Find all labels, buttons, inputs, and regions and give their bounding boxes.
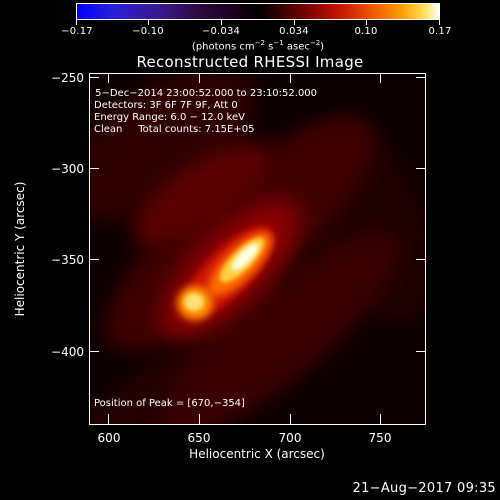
y-major-tick bbox=[89, 259, 99, 260]
colorbar-tick bbox=[294, 20, 295, 25]
x-tick-label: 700 bbox=[278, 431, 302, 445]
image-plot-area bbox=[89, 73, 426, 425]
energy-range-text: Energy Range: 6.0 − 12.0 keV bbox=[94, 112, 245, 123]
x-major-tick-top bbox=[290, 73, 291, 83]
colorbar-tick bbox=[439, 20, 440, 25]
y-tick-label: −250 bbox=[51, 71, 84, 85]
detectors-text: Detectors: 3F 6F 7F 9F, Att 0 bbox=[94, 100, 238, 111]
x-major-tick-top bbox=[380, 73, 381, 83]
x-major-tick-top bbox=[199, 73, 200, 83]
colorbar-units: (photons cm−2 s−1 asec−2) bbox=[191, 39, 325, 53]
y-major-tick-right bbox=[416, 77, 426, 78]
x-axis-label: Heliocentric X (arcsec) bbox=[189, 447, 325, 461]
colorbar bbox=[76, 3, 440, 20]
x-major-tick bbox=[290, 414, 291, 424]
y-major-tick-right bbox=[416, 168, 426, 169]
colorbar-tick-label: −0.034 bbox=[201, 26, 241, 37]
colorbar-tick-label: 0.10 bbox=[354, 26, 378, 37]
colorbar-tick-label: −0.10 bbox=[132, 26, 164, 37]
peak-position-text: Position of Peak = [670,−354] bbox=[94, 398, 245, 409]
clean-counts-text: Clean Total counts: 7.15E+05 bbox=[94, 124, 255, 135]
x-major-tick-top bbox=[108, 73, 109, 83]
x-tick-label: 750 bbox=[368, 431, 392, 445]
colorbar-tick-label: 0.17 bbox=[428, 26, 452, 37]
time-range-text: 5−Dec−2014 23:00:52.000 to 23:10:52.000 bbox=[92, 88, 318, 99]
y-tick-label: −350 bbox=[51, 253, 84, 267]
y-tick-label: −300 bbox=[51, 162, 84, 176]
y-major-tick-right bbox=[416, 259, 426, 260]
x-major-tick bbox=[108, 414, 109, 424]
plot-timestamp: 21−Aug−2017 09:35 bbox=[352, 481, 496, 496]
image-title: Reconstructed RHESSI Image bbox=[136, 53, 364, 71]
y-major-tick bbox=[89, 351, 99, 352]
rhessi-image bbox=[90, 74, 425, 424]
colorbar-tick bbox=[148, 20, 149, 25]
colorbar-tick bbox=[221, 20, 222, 25]
y-major-tick bbox=[89, 77, 99, 78]
colorbar-tick bbox=[76, 20, 77, 25]
x-tick-label: 650 bbox=[187, 431, 211, 445]
y-tick-label: −400 bbox=[51, 345, 84, 359]
colorbar-tick bbox=[366, 20, 367, 25]
colorbar-tick-label: −0.17 bbox=[61, 26, 93, 37]
x-major-tick bbox=[380, 414, 381, 424]
x-major-tick bbox=[199, 414, 200, 424]
y-major-tick bbox=[89, 168, 99, 169]
x-tick-label: 600 bbox=[97, 431, 121, 445]
colorbar-tick-label: 0.034 bbox=[279, 26, 309, 37]
y-axis-label: Heliocentric Y (arcsec) bbox=[13, 181, 27, 317]
y-major-tick-right bbox=[416, 351, 426, 352]
